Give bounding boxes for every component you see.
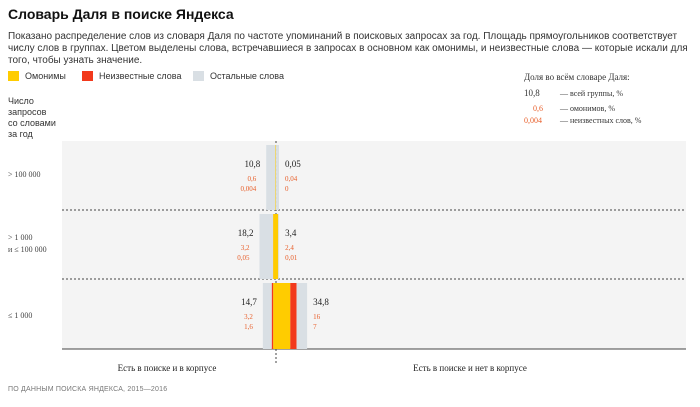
- bar-homonyms-3: [273, 214, 276, 279]
- data-label-unknown-1: 0,004: [240, 185, 256, 193]
- column-label-not-in-corpus: Есть в поиске и нет в корпусе: [413, 363, 527, 373]
- data-label-homonyms-5: 3,2: [244, 313, 253, 321]
- source-note: ПО ДАННЫМ ПОИСКА ЯНДЕКСА, 2015—2016: [8, 386, 168, 393]
- row-label-3: ≤ 1 000: [8, 311, 32, 320]
- data-label-unknown-6: 7: [313, 323, 317, 331]
- data-label-homonyms-6: 16: [313, 313, 321, 321]
- legend-swatch-unknown: [82, 71, 93, 81]
- data-label-unknown-5: 1,6: [244, 323, 253, 331]
- column-label-in-corpus: Есть в поиске и в корпусе: [118, 363, 217, 373]
- bar-other-6: [296, 283, 308, 349]
- note-label-homonyms: — омонимов, %: [560, 104, 615, 113]
- data-label-homonyms-1: 0,6: [247, 175, 256, 183]
- bar-homonyms-5: [273, 283, 276, 349]
- data-label-unknown-4: 0,01: [285, 254, 298, 262]
- data-label-total-2: 0,05: [285, 159, 301, 169]
- note-value-unknown: 0,004: [524, 116, 542, 125]
- bar-homonyms-4: [276, 214, 279, 279]
- page-title: Словарь Даля в поиске Яндекса: [8, 6, 234, 22]
- bar-unknown-5: [271, 283, 274, 349]
- note-label-unknown: — неизвестных слов, %: [560, 116, 642, 125]
- row-band-3: [62, 279, 686, 349]
- legend-label-homonyms: Омонимы: [25, 71, 66, 81]
- note-title: Доля во всём словаре Даля:: [524, 72, 630, 82]
- bar-homonyms-1: [275, 145, 276, 210]
- bar-other-4: [278, 214, 280, 279]
- data-label-homonyms-4: 2,4: [285, 244, 294, 252]
- data-label-unknown-3: 0,05: [237, 254, 250, 262]
- y-axis-title: Число запросов со словами за год: [8, 96, 56, 139]
- data-label-total-6: 34,8: [313, 297, 329, 307]
- data-label-homonyms-3: 3,2: [241, 244, 250, 252]
- row-band-2: [62, 210, 686, 279]
- row-label-2: > 1 000: [8, 233, 33, 242]
- legend-swatch-other: [193, 71, 204, 81]
- note-label-total: — всей группы, %: [560, 89, 623, 98]
- data-label-total-3: 18,2: [238, 228, 254, 238]
- data-label-total-4: 3,4: [285, 228, 297, 238]
- chart-description: Показано распределение слов из словаря Д…: [8, 31, 688, 66]
- bar-other-1: [266, 145, 276, 210]
- row-label-2: и ≤ 100 000: [8, 245, 47, 254]
- data-label-total-1: 10,8: [244, 159, 260, 169]
- legend-item-unknown: Неизвестные слова: [82, 71, 181, 81]
- row-label-1: > 100 000: [8, 170, 41, 179]
- row-band-1: [62, 141, 686, 210]
- bar-homonyms-6: [276, 283, 291, 349]
- note-value-total: 10,8: [524, 88, 540, 98]
- note-value-homonyms: 0,6: [533, 104, 543, 113]
- legend-label-other: Остальные слова: [210, 71, 284, 81]
- data-label-total-5: 14,7: [241, 297, 257, 307]
- bar-unknown-6: [290, 283, 297, 349]
- bar-other-5: [262, 283, 272, 349]
- data-label-unknown-2: 0: [285, 185, 289, 193]
- data-label-homonyms-2: 0,04: [285, 175, 298, 183]
- legend-swatch-homonyms: [8, 71, 19, 81]
- legend-item-other: Остальные слова: [193, 71, 284, 81]
- bar-other-2: [276, 145, 279, 210]
- bar-other-3: [259, 214, 274, 279]
- legend-item-homonyms: Омонимы: [8, 71, 66, 81]
- legend-label-unknown: Неизвестные слова: [99, 71, 182, 81]
